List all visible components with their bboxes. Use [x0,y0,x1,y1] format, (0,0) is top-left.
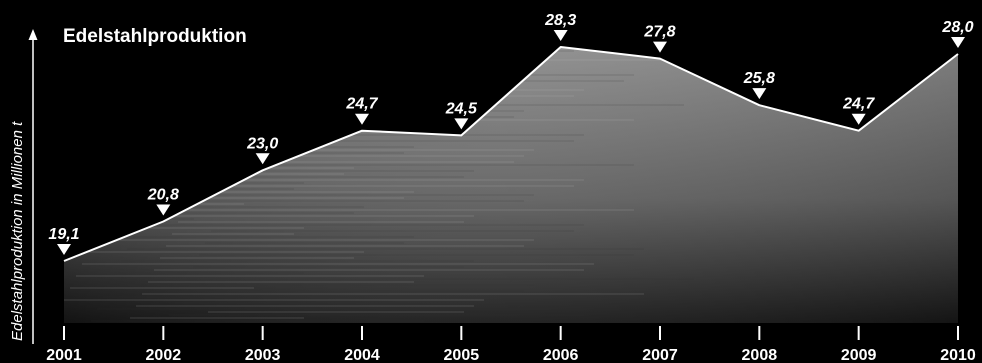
data-label: 27,8 [643,24,675,41]
chart-title: Edelstahlproduktion [63,26,247,47]
series-line [63,46,959,262]
x-tick-label: 2001 [46,347,82,363]
marks-layer: 19,1 20,8 23,0 24,7 24,5 28,3 27,8 25,8 24,7 28,0 [48,12,974,262]
point-marker [653,41,667,53]
data-label: 23,0 [246,135,278,152]
x-tick-label: 2009 [841,347,877,363]
point-marker [851,113,866,125]
point-marker [752,88,767,100]
data-label: 20,8 [147,186,179,203]
point-marker [57,244,71,255]
x-tick-label: 2006 [543,347,579,363]
y-axis-label: Edelstahlproduktion in Millionen t [9,121,26,341]
area-layer [64,47,958,323]
data-label: 24,5 [445,100,478,117]
point-marker [454,118,469,130]
x-tick-label: 2005 [444,347,480,363]
x-tick-label: 2002 [146,347,182,363]
x-tick-label: 2003 [245,347,281,363]
area-sheen [64,47,958,323]
data-label: 24,7 [842,96,875,113]
y-axis-arrow [28,29,38,40]
x-tick-label: 2007 [642,347,678,363]
point-marker [553,30,568,41]
point-marker [355,113,369,125]
data-label: 19,1 [48,226,79,243]
point-marker [951,36,965,48]
x-tick-label: 2004 [344,347,380,363]
point-marker [156,204,171,216]
point-marker [255,153,270,165]
data-label: 24,7 [345,96,378,113]
x-tick-label: 2010 [940,347,976,363]
axis-layer: 2001 2002 2003 2004 2005 2006 2007 2008 2009 2010 [28,29,976,363]
data-label: 28,0 [941,19,973,36]
x-tick-label: 2008 [742,347,778,363]
data-label: 25,8 [743,70,775,87]
data-label: 28,3 [544,12,576,29]
